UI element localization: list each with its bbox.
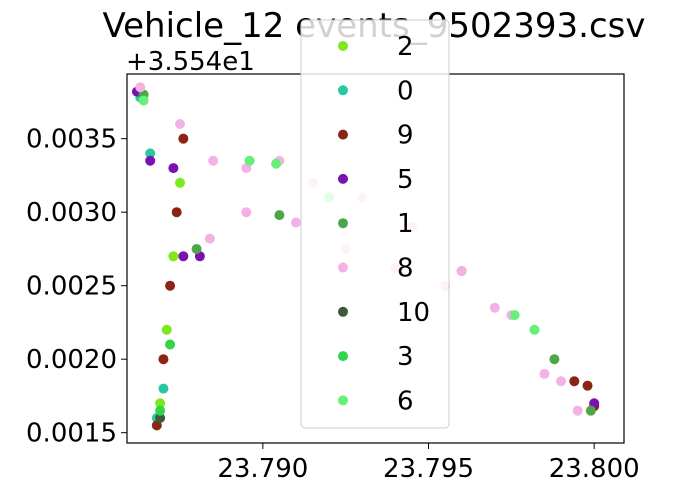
data-point <box>155 406 165 416</box>
data-point <box>175 178 185 188</box>
y-tick-label: 0.0030 <box>26 198 117 228</box>
data-point <box>192 244 202 254</box>
legend-label: 5 <box>397 165 414 195</box>
data-point <box>172 207 182 217</box>
data-point <box>586 406 596 416</box>
legend-label: 3 <box>397 342 414 372</box>
legend: 2 0 9 5 1 8 10 3 6 <box>301 20 449 428</box>
x-tick-label: 23.795 <box>383 454 474 484</box>
legend-label: 0 <box>397 76 414 106</box>
data-point <box>178 251 188 261</box>
data-point <box>556 376 566 386</box>
data-point <box>135 82 145 92</box>
data-point <box>573 406 583 416</box>
legend-label: 8 <box>397 254 414 284</box>
legend-marker <box>338 263 348 273</box>
series-0 <box>135 93 168 423</box>
legend-label: 1 <box>397 209 414 239</box>
legend-marker <box>338 130 348 140</box>
data-point <box>569 376 579 386</box>
legend-marker <box>338 41 348 51</box>
x-tick-label: 23.800 <box>549 454 640 484</box>
legend-label: 10 <box>397 298 430 328</box>
legend-marker <box>338 85 348 95</box>
data-point <box>549 354 559 364</box>
y-offset-label: +3.554e1 <box>126 47 255 77</box>
data-point <box>165 340 175 350</box>
legend-label: 2 <box>397 32 414 62</box>
legend-marker <box>338 395 348 405</box>
y-tick-label: 0.0035 <box>26 125 117 155</box>
data-point <box>510 310 520 320</box>
legend-marker <box>338 307 348 317</box>
data-point <box>530 325 540 335</box>
data-point <box>168 163 178 173</box>
y-tick-label: 0.0015 <box>26 419 117 449</box>
data-point <box>490 303 500 313</box>
data-point <box>291 217 301 227</box>
legend-label: 9 <box>397 121 414 151</box>
y-tick-label: 0.0020 <box>26 345 117 375</box>
data-point <box>165 281 175 291</box>
x-tick-label: 23.790 <box>217 454 308 484</box>
data-point <box>175 119 185 129</box>
data-point <box>274 210 284 220</box>
data-point <box>205 234 215 244</box>
legend-marker <box>338 351 348 361</box>
data-point <box>158 354 168 364</box>
data-point <box>583 381 593 391</box>
data-point <box>158 384 168 394</box>
data-point <box>457 266 467 276</box>
legend-label: 6 <box>397 386 414 416</box>
data-point <box>162 325 172 335</box>
legend-marker <box>338 218 348 228</box>
data-point <box>178 134 188 144</box>
data-point <box>168 251 178 261</box>
y-tick-label: 0.0025 <box>26 272 117 302</box>
data-point <box>539 369 549 379</box>
data-point <box>271 159 281 169</box>
data-point <box>139 95 149 105</box>
data-point <box>208 156 218 166</box>
legend-marker <box>338 174 348 184</box>
data-point <box>241 207 251 217</box>
data-point <box>245 156 255 166</box>
data-point <box>145 156 155 166</box>
legend-box <box>301 20 449 428</box>
